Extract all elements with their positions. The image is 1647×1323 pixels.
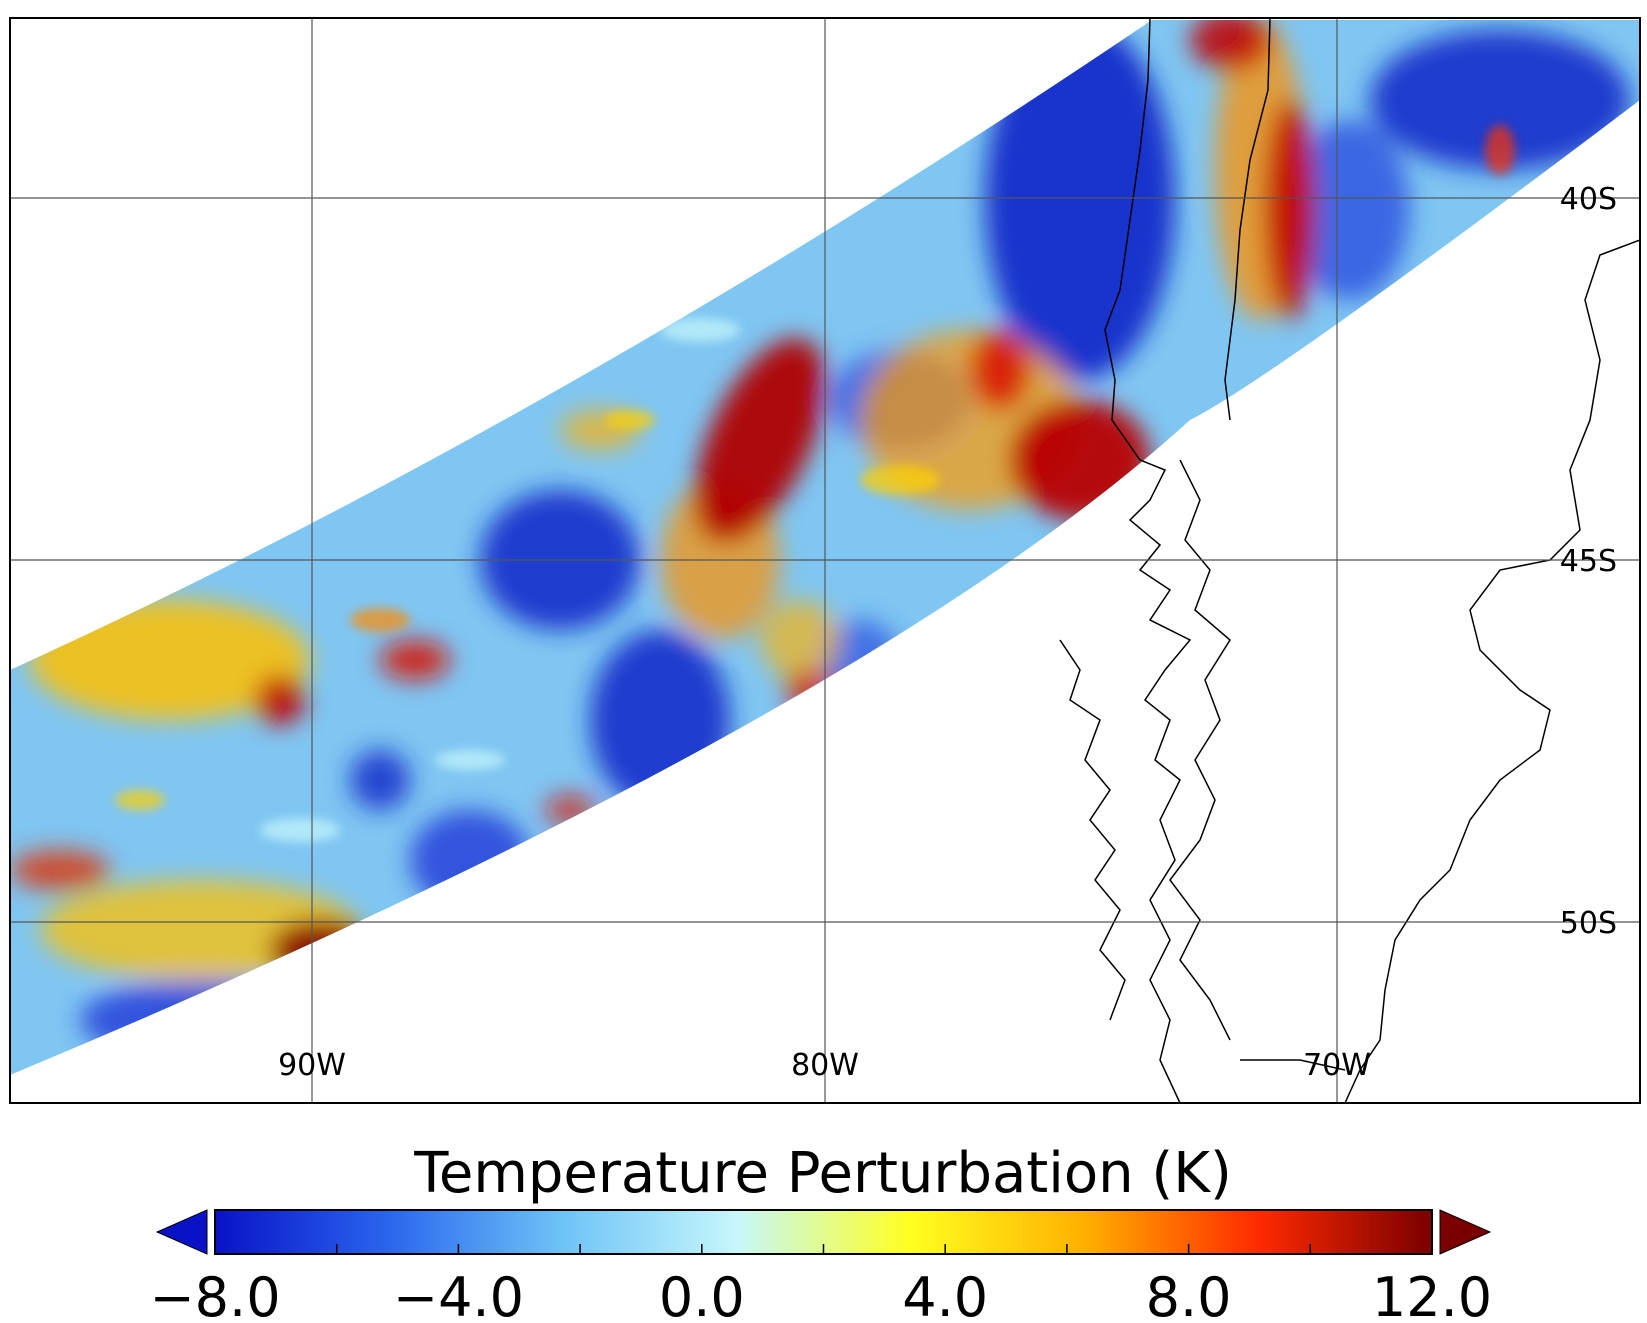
- warm-anomaly: [30, 600, 310, 720]
- colorbar-tick-label: 12.0: [1372, 1266, 1492, 1323]
- warm-anomaly: [760, 600, 840, 680]
- colorbar-title: Temperature Perturbation (K): [413, 1141, 1232, 1206]
- strong-warm-anomaly: [10, 850, 110, 890]
- cold-anomaly: [985, 20, 1175, 380]
- chile-fjords: [1169, 459, 1231, 1041]
- lat-label-45s: 45S: [1560, 544, 1617, 579]
- chile-coast: [1104, 18, 1192, 1103]
- latitude-labels: 40S 45S 50S: [1560, 182, 1617, 941]
- colorbar: −8.0 −4.0 0.0 4.0 8.0 12.0: [149, 1209, 1492, 1323]
- lon-label-70w: 70W: [1303, 1048, 1371, 1083]
- map-border: [9, 17, 1641, 1104]
- colorbar-extend-min-arrow: [155, 1209, 208, 1255]
- island-chain: [1059, 639, 1126, 1021]
- andes-border: [1224, 18, 1271, 421]
- cold-anomaly: [1370, 30, 1630, 170]
- strong-warm-anomaly: [1265, 100, 1315, 320]
- longitude-labels: 90W 80W 70W: [278, 1048, 1371, 1083]
- colorbar-tick-label: −4.0: [393, 1266, 524, 1323]
- colorbar-tick-label: 8.0: [1146, 1266, 1232, 1323]
- strong-warm-anomaly: [255, 675, 305, 725]
- colorbar-tick-label: −8.0: [149, 1266, 280, 1323]
- graticule: [10, 18, 1640, 1103]
- lon-label-90w: 90W: [278, 1048, 346, 1083]
- lat-label-50s: 50S: [1560, 906, 1617, 941]
- cold-anomaly: [1290, 120, 1410, 300]
- strong-warm-anomaly: [380, 640, 450, 680]
- colorbar-tick-label: 0.0: [659, 1266, 745, 1323]
- lon-label-80w: 80W: [791, 1048, 859, 1083]
- colorbar-tick-label: 4.0: [902, 1266, 988, 1323]
- patagonia-border: [1240, 1059, 1346, 1071]
- strong-warm-anomaly: [1190, 20, 1270, 70]
- argentina-coast: [1344, 239, 1640, 1103]
- coastline: [1059, 18, 1640, 1103]
- colorbar-extend-max-arrow: [1439, 1209, 1492, 1255]
- strong-warm-anomaly: [970, 330, 1030, 410]
- strong-warm-anomaly: [695, 338, 825, 542]
- lat-label-40s: 40S: [1560, 182, 1617, 217]
- cold-anomaly: [350, 750, 410, 810]
